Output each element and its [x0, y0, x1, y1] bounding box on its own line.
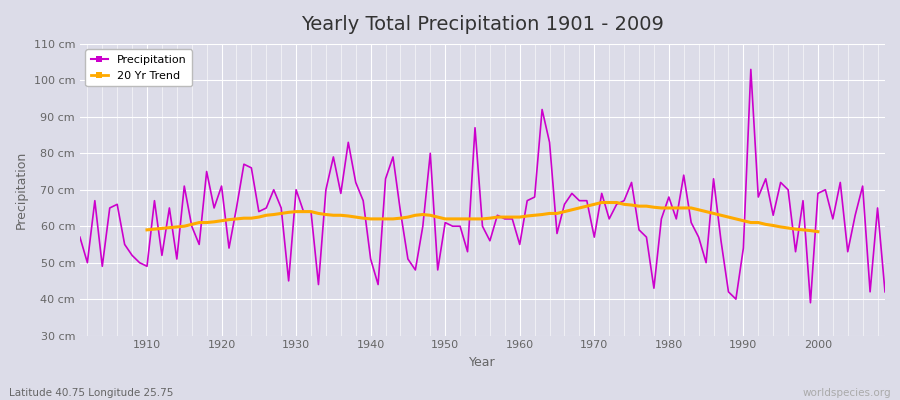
Title: Yearly Total Precipitation 1901 - 2009: Yearly Total Precipitation 1901 - 2009	[301, 15, 664, 34]
Y-axis label: Precipitation: Precipitation	[15, 151, 28, 229]
Text: worldspecies.org: worldspecies.org	[803, 388, 891, 398]
Text: Latitude 40.75 Longitude 25.75: Latitude 40.75 Longitude 25.75	[9, 388, 174, 398]
Legend: Precipitation, 20 Yr Trend: Precipitation, 20 Yr Trend	[86, 50, 192, 86]
X-axis label: Year: Year	[469, 356, 496, 369]
